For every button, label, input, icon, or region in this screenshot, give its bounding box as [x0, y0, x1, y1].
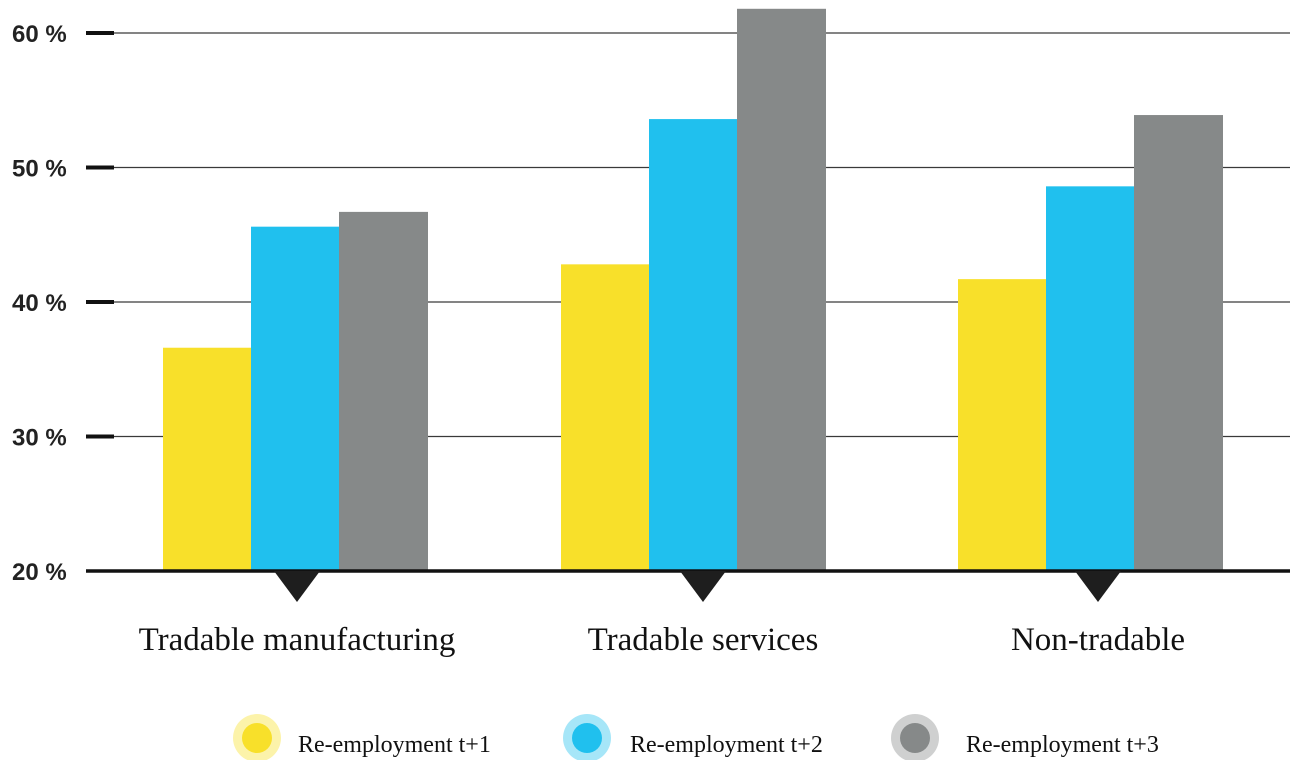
bar	[561, 264, 650, 571]
x-tick-label: Tradable manufacturing	[139, 622, 456, 658]
bars	[163, 8, 1223, 572]
legend: Re-employment t+1 Re-employment t+2 Re-emp…	[233, 714, 1159, 760]
y-tick-label: 60 %	[12, 21, 67, 48]
legend-label: Re-employment t+1	[298, 732, 491, 758]
legend-label: Re-employment t+3	[966, 732, 1159, 758]
bar	[649, 119, 738, 571]
x-tick-label: Non-tradable	[1011, 622, 1185, 658]
bar	[958, 279, 1047, 571]
category-pointer	[1075, 571, 1121, 602]
y-tick-label: 20 %	[12, 559, 67, 586]
legend-swatch	[572, 723, 602, 753]
bar	[737, 8, 826, 572]
bar	[1046, 186, 1135, 571]
bar	[163, 347, 252, 571]
category-pointer	[274, 571, 320, 602]
legend-swatch	[242, 723, 272, 753]
x-tick-label: Tradable services	[588, 622, 819, 658]
legend-swatch	[900, 723, 930, 753]
category-pointer	[680, 571, 726, 602]
y-tick-label: 40 %	[12, 290, 67, 317]
legend-label: Re-employment t+2	[630, 732, 823, 758]
bar	[1134, 115, 1223, 572]
bar	[339, 211, 428, 571]
y-tick-label: 50 %	[12, 156, 67, 183]
y-tick-label: 30 %	[12, 425, 67, 452]
bar	[251, 226, 340, 571]
labels: 20 % 30 % 40 % 50 % 60 % Tradable manufacturi…	[12, 21, 1185, 658]
axes	[86, 31, 1290, 602]
